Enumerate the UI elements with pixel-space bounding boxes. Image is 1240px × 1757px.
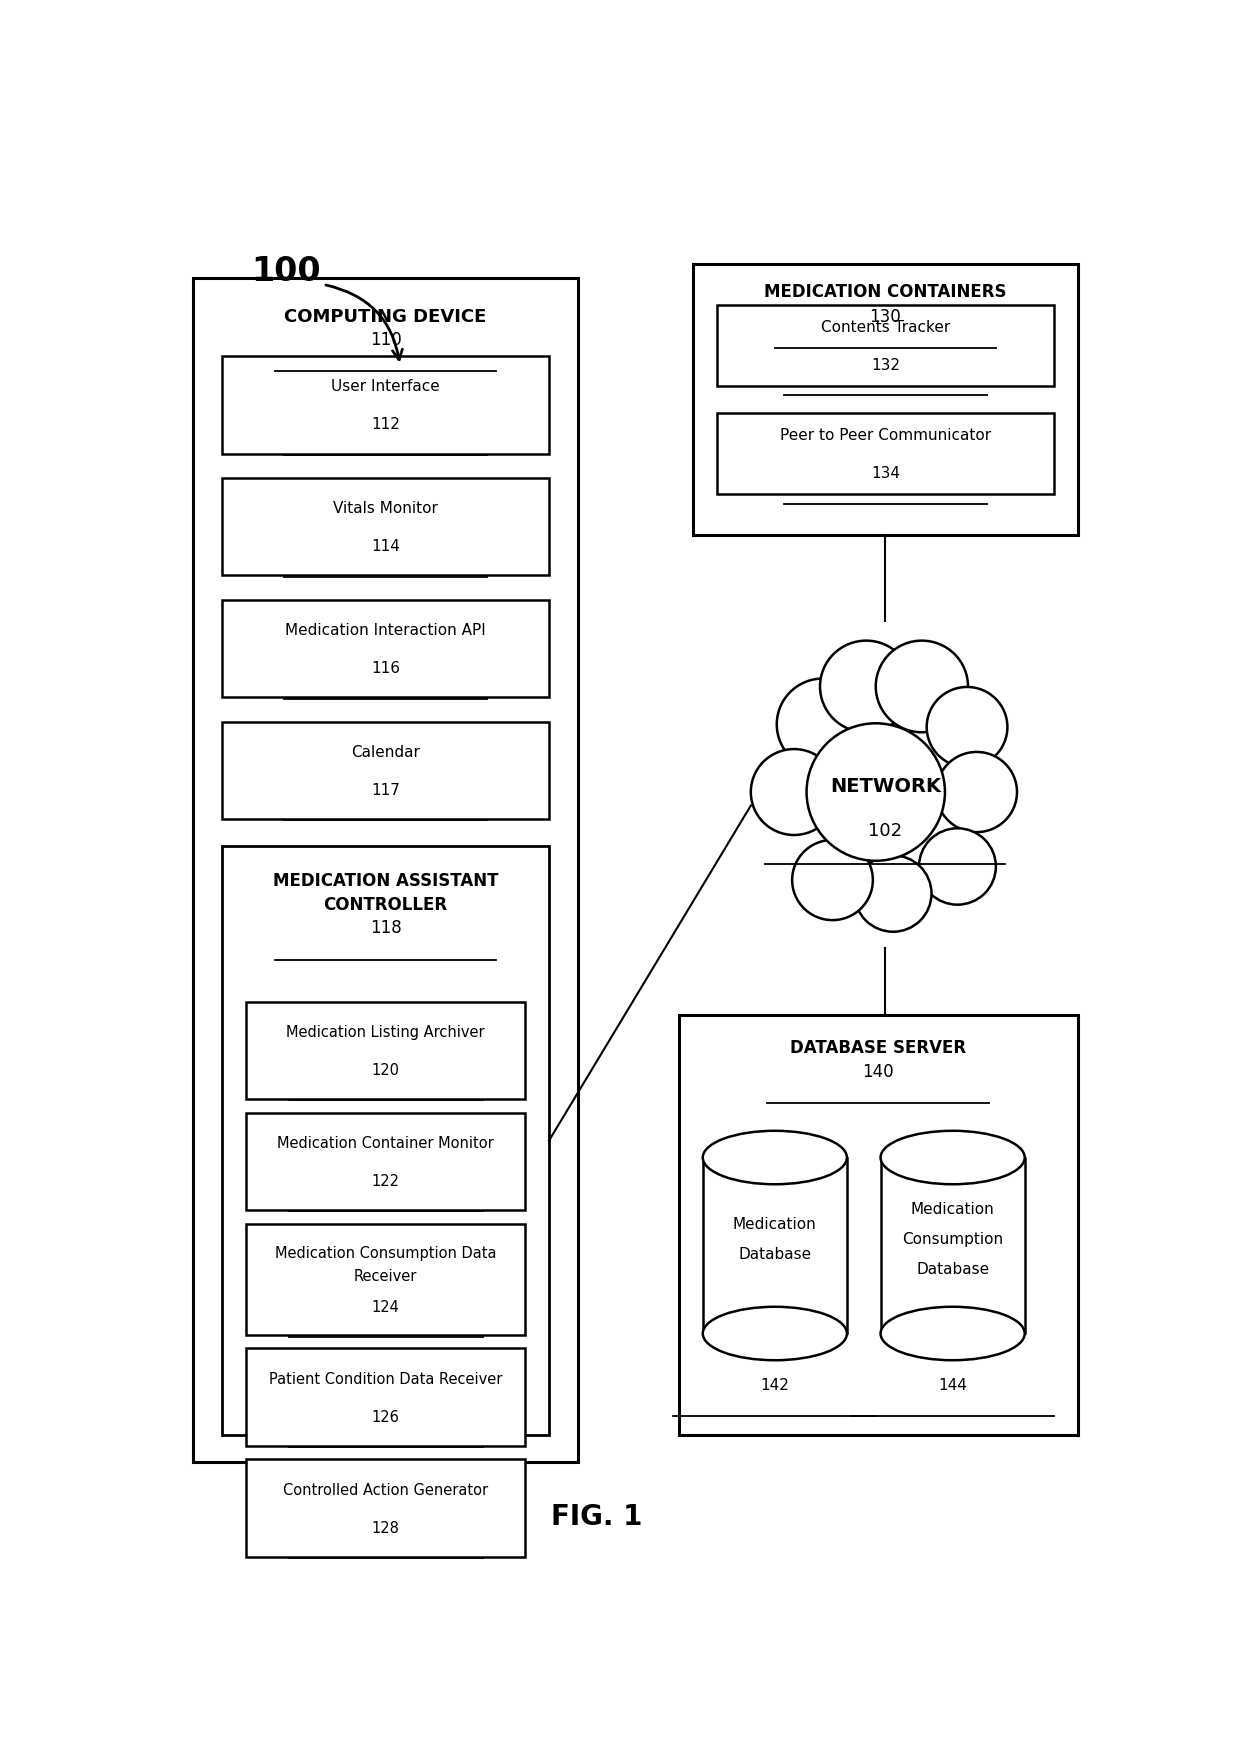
Bar xyxy=(247,1460,525,1557)
Ellipse shape xyxy=(854,856,931,933)
Ellipse shape xyxy=(776,680,869,771)
Bar xyxy=(717,413,1054,495)
Bar xyxy=(222,601,549,698)
Text: Receiver: Receiver xyxy=(353,1269,418,1283)
Bar xyxy=(222,478,549,576)
Ellipse shape xyxy=(820,641,913,733)
Bar xyxy=(222,357,549,455)
Ellipse shape xyxy=(751,750,837,836)
Text: Database: Database xyxy=(738,1246,811,1262)
Text: NETWORK: NETWORK xyxy=(830,777,941,796)
Bar xyxy=(222,847,549,1435)
Text: User Interface: User Interface xyxy=(331,380,440,394)
Ellipse shape xyxy=(792,840,873,921)
Text: Controlled Action Generator: Controlled Action Generator xyxy=(283,1481,489,1497)
Text: 132: 132 xyxy=(870,358,900,372)
Bar xyxy=(247,1349,525,1446)
Text: 144: 144 xyxy=(939,1377,967,1392)
Bar xyxy=(247,1225,525,1335)
Ellipse shape xyxy=(936,752,1017,833)
Text: 120: 120 xyxy=(372,1063,399,1077)
Text: 126: 126 xyxy=(372,1409,399,1423)
Bar xyxy=(247,1114,525,1211)
Text: Peer to Peer Communicator: Peer to Peer Communicator xyxy=(780,429,991,443)
Text: 100: 100 xyxy=(250,255,321,288)
Text: MEDICATION CONTAINERS: MEDICATION CONTAINERS xyxy=(764,283,1007,300)
Ellipse shape xyxy=(880,1307,1024,1360)
Bar xyxy=(693,265,1078,536)
Text: 130: 130 xyxy=(869,307,901,325)
Text: 114: 114 xyxy=(371,539,401,553)
Bar xyxy=(247,1001,525,1100)
Text: 134: 134 xyxy=(870,466,900,481)
Text: 117: 117 xyxy=(371,782,401,798)
Text: Consumption: Consumption xyxy=(901,1232,1003,1246)
Ellipse shape xyxy=(703,1132,847,1184)
Bar xyxy=(678,1016,1078,1435)
Text: MEDICATION ASSISTANT: MEDICATION ASSISTANT xyxy=(273,871,498,889)
Text: Medication Interaction API: Medication Interaction API xyxy=(285,622,486,638)
Bar xyxy=(880,1158,1024,1334)
Text: Medication Listing Archiver: Medication Listing Archiver xyxy=(286,1024,485,1040)
Text: Vitals Monitor: Vitals Monitor xyxy=(334,501,438,517)
Ellipse shape xyxy=(806,724,945,861)
Text: Database: Database xyxy=(916,1262,990,1276)
Bar xyxy=(703,1158,847,1334)
Text: 118: 118 xyxy=(370,919,402,936)
Ellipse shape xyxy=(919,829,996,905)
Text: Patient Condition Data Receiver: Patient Condition Data Receiver xyxy=(269,1370,502,1386)
Bar xyxy=(222,722,549,819)
Text: 116: 116 xyxy=(371,661,401,676)
Text: Medication: Medication xyxy=(910,1202,994,1218)
Text: Medication Container Monitor: Medication Container Monitor xyxy=(278,1135,494,1151)
Ellipse shape xyxy=(926,687,1007,768)
Text: Medication: Medication xyxy=(733,1216,817,1232)
Text: Medication Consumption Data: Medication Consumption Data xyxy=(275,1246,496,1260)
Bar xyxy=(717,306,1054,387)
Text: 124: 124 xyxy=(372,1298,399,1314)
Text: FIG. 1: FIG. 1 xyxy=(552,1502,642,1530)
FancyArrowPatch shape xyxy=(326,286,402,360)
Text: 128: 128 xyxy=(372,1520,399,1534)
Text: Calendar: Calendar xyxy=(351,745,420,759)
Ellipse shape xyxy=(875,641,968,733)
Ellipse shape xyxy=(703,1307,847,1360)
Text: 110: 110 xyxy=(370,330,402,348)
Text: Contents Tracker: Contents Tracker xyxy=(821,320,950,334)
Text: CONTROLLER: CONTROLLER xyxy=(324,896,448,914)
Text: 122: 122 xyxy=(372,1174,399,1188)
Text: 102: 102 xyxy=(868,822,903,840)
Text: 112: 112 xyxy=(371,416,401,432)
Text: 142: 142 xyxy=(760,1377,790,1392)
Ellipse shape xyxy=(880,1132,1024,1184)
Text: COMPUTING DEVICE: COMPUTING DEVICE xyxy=(284,307,487,325)
Text: 140: 140 xyxy=(862,1063,894,1081)
Text: DATABASE SERVER: DATABASE SERVER xyxy=(790,1038,966,1056)
Bar xyxy=(193,279,578,1462)
